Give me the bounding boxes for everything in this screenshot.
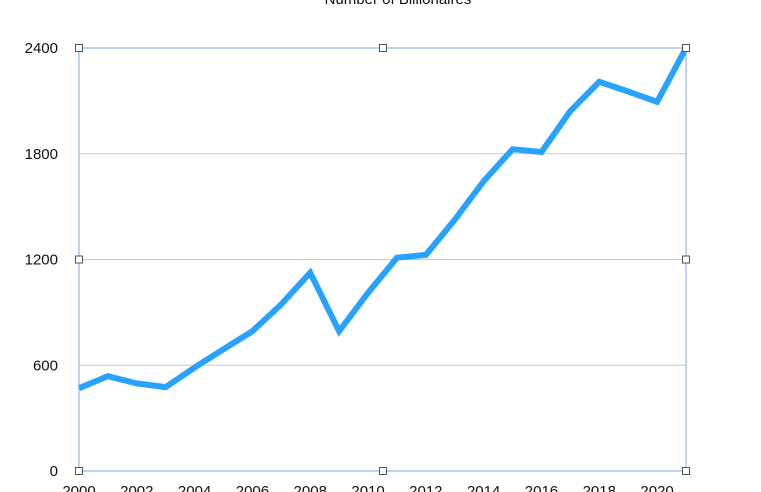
series-line <box>77 46 689 391</box>
y-tick-label: 1800 <box>25 146 58 163</box>
resize-handle[interactable] <box>379 467 387 475</box>
y-tick-label: 1200 <box>25 252 58 269</box>
resize-handle[interactable] <box>75 467 83 475</box>
resize-handle[interactable] <box>682 467 690 475</box>
x-tick-label: 2012 <box>409 483 442 492</box>
resize-handle[interactable] <box>379 44 387 52</box>
x-tick-label: 2006 <box>236 483 269 492</box>
x-tick-label: 2018 <box>583 483 616 492</box>
x-tick-label: 2020 <box>640 483 673 492</box>
resize-handle[interactable] <box>682 44 690 52</box>
resize-handle[interactable] <box>682 255 690 264</box>
x-tick-label: 2002 <box>120 483 153 492</box>
y-tick-label: 2400 <box>25 40 58 57</box>
resize-handle[interactable] <box>75 44 83 52</box>
x-tick-label: 2014 <box>467 483 500 492</box>
y-tick-label: 600 <box>33 357 58 374</box>
x-tick-label: 2004 <box>178 483 211 492</box>
chart-title: Number of Billionaires <box>325 0 472 8</box>
resize-handle[interactable] <box>75 255 83 264</box>
x-tick-label: 2016 <box>525 483 558 492</box>
x-tick-label: 2000 <box>62 483 95 492</box>
x-tick-label: 2010 <box>351 483 384 492</box>
y-tick-label: 0 <box>50 463 58 480</box>
x-tick-label: 2008 <box>294 483 327 492</box>
